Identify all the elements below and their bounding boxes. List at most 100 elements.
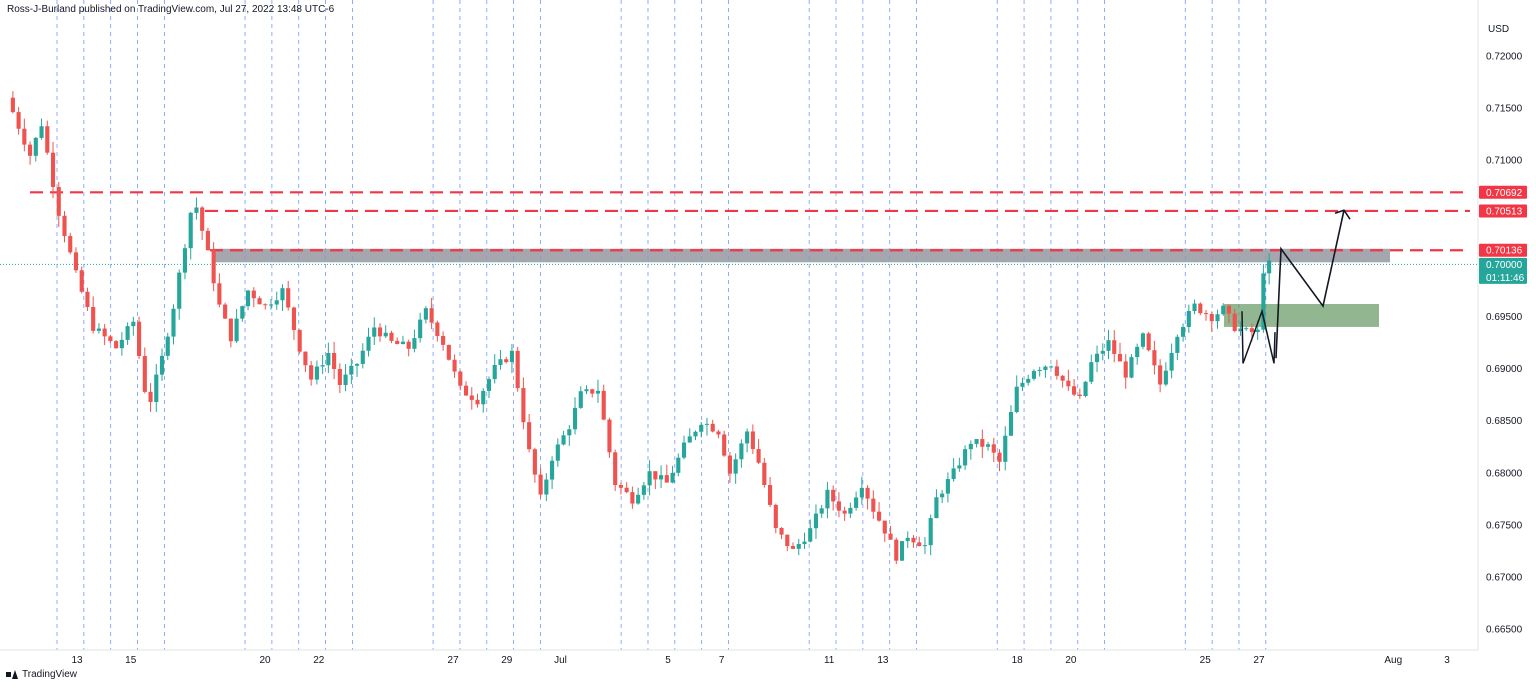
candle-body xyxy=(200,207,205,231)
candle-body xyxy=(532,449,537,475)
candle xyxy=(1181,323,1186,342)
candle-body xyxy=(825,489,830,509)
candle xyxy=(1112,330,1117,363)
candle-body xyxy=(1255,329,1260,333)
candle xyxy=(337,363,342,394)
candle-body xyxy=(802,541,807,545)
candle xyxy=(406,339,411,357)
candle-body xyxy=(842,510,847,514)
candle-body xyxy=(831,489,836,502)
candle xyxy=(354,363,360,377)
candle-body xyxy=(756,449,761,463)
candle-body xyxy=(1112,340,1117,354)
candle xyxy=(33,137,38,162)
price-label-text: 0.70000 xyxy=(1486,260,1523,271)
candle-body xyxy=(73,252,79,271)
candle xyxy=(159,348,165,381)
candle xyxy=(561,430,566,446)
candle xyxy=(349,358,354,385)
candle-body xyxy=(1181,327,1186,337)
time-tick-label: 20 xyxy=(259,655,271,666)
candle-body xyxy=(1209,313,1214,322)
candle-body xyxy=(182,248,188,273)
time-tick-label: 11 xyxy=(824,655,835,666)
candle-body xyxy=(1049,366,1054,368)
candle-body xyxy=(997,452,1002,462)
candle-body xyxy=(957,465,962,469)
candle-body xyxy=(922,545,928,547)
candle-body xyxy=(343,374,348,386)
currency-label: USD xyxy=(1488,24,1509,35)
candle xyxy=(911,534,916,548)
candle-body xyxy=(68,236,73,253)
time-tick-label: 15 xyxy=(125,655,137,666)
candle-body xyxy=(481,390,486,405)
candle xyxy=(676,453,681,477)
candle xyxy=(142,347,147,394)
candle xyxy=(1083,381,1088,398)
candle xyxy=(819,504,824,519)
candle xyxy=(1261,264,1266,333)
candle-body xyxy=(578,391,583,408)
candle xyxy=(441,331,446,351)
time-tick-label: 7 xyxy=(719,655,725,666)
candle-body xyxy=(521,388,526,423)
candle xyxy=(595,379,601,403)
candle-body xyxy=(251,290,256,299)
candle-body xyxy=(1226,305,1232,314)
bar-countdown-text: 01:11:46 xyxy=(1486,273,1525,284)
candle-body xyxy=(515,350,520,389)
candle xyxy=(963,445,968,470)
price-label-box xyxy=(1479,185,1527,199)
candle xyxy=(985,441,991,451)
candle-body xyxy=(567,429,572,436)
candle xyxy=(876,502,882,522)
candle-body xyxy=(745,431,750,444)
candle-body xyxy=(963,449,968,466)
candle-body xyxy=(1014,386,1019,413)
candle-body xyxy=(217,283,222,305)
candle xyxy=(934,489,939,519)
candle-body xyxy=(1094,353,1100,363)
candle-body xyxy=(968,443,973,450)
candle-body xyxy=(911,537,916,543)
candle-body xyxy=(492,364,497,380)
consolidation-zigzag-drawing xyxy=(1241,308,1276,364)
candle-body xyxy=(131,321,136,327)
candle xyxy=(458,370,463,391)
candle-body xyxy=(177,272,182,309)
candle xyxy=(974,439,979,448)
candle xyxy=(400,335,406,345)
candle-body xyxy=(693,431,698,437)
candle xyxy=(1203,309,1209,321)
candle xyxy=(722,430,727,457)
candle xyxy=(1267,253,1272,285)
price-tick-label: 0.71500 xyxy=(1486,104,1523,115)
candle xyxy=(590,388,595,398)
candle xyxy=(211,242,216,292)
candle-body xyxy=(62,215,67,237)
candle-body xyxy=(223,304,228,319)
time-tick-label: 13 xyxy=(71,655,83,666)
candle-body xyxy=(412,338,417,349)
candle-body xyxy=(303,351,308,366)
candle xyxy=(922,537,928,555)
candle-body xyxy=(790,546,796,549)
candle-body xyxy=(349,365,354,375)
candle-body xyxy=(309,365,314,380)
candle xyxy=(997,449,1002,472)
candle xyxy=(343,364,348,392)
candle xyxy=(1175,334,1180,361)
candle xyxy=(234,308,239,343)
candle-body xyxy=(372,327,377,337)
candle-body xyxy=(1140,333,1145,347)
time-tick-label: Jul xyxy=(554,655,567,666)
candle-body xyxy=(326,352,331,366)
candle xyxy=(326,342,331,373)
candle-body xyxy=(572,407,578,430)
candlestick-series xyxy=(10,91,1272,565)
candle-body xyxy=(888,533,893,540)
time-tick-label: 25 xyxy=(1200,655,1212,666)
candle xyxy=(647,460,652,496)
